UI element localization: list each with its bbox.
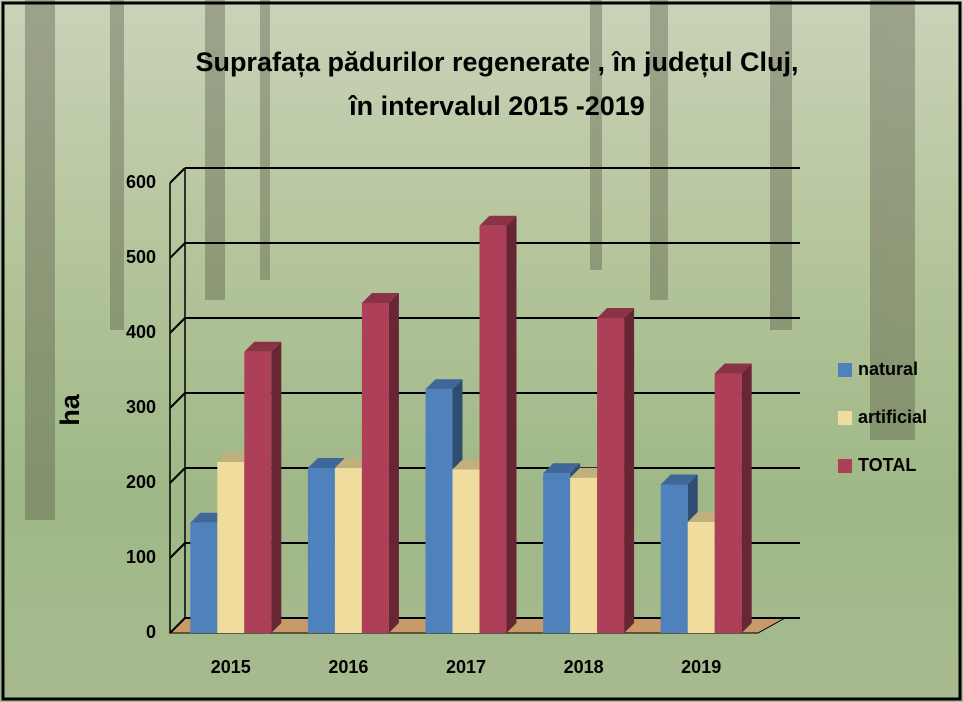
bar-top [479, 215, 517, 226]
grid-line [169, 392, 186, 409]
bar [714, 373, 742, 633]
y-tick-label: 0 [146, 622, 156, 642]
bar [479, 225, 507, 633]
bar-top [714, 363, 752, 374]
y-tick-label: 600 [126, 172, 156, 192]
chart-title: Suprafața pădurilor regenerate , în jude… [195, 47, 798, 77]
bar [452, 469, 480, 633]
legend-swatch [838, 363, 852, 377]
y-tick-label: 100 [126, 547, 156, 567]
legend-label: TOTAL [858, 455, 916, 475]
y-axis-label: ha [55, 393, 85, 425]
grid-line [169, 542, 186, 559]
bar [597, 318, 625, 633]
grid-line [169, 317, 186, 334]
bar-side [741, 363, 752, 633]
legend-label: artificial [858, 407, 927, 427]
bar-top [244, 341, 282, 352]
tree-trunks [25, 0, 915, 520]
x-tick-label: 2018 [564, 657, 604, 677]
bar-top [361, 293, 399, 303]
x-tick-label: 2019 [681, 657, 721, 677]
bar-top [425, 379, 463, 390]
y-tick-label: 400 [126, 322, 156, 342]
bar-side [388, 293, 399, 633]
legend-label: natural [858, 359, 918, 379]
y-tick-label: 300 [126, 397, 156, 417]
bar [334, 468, 362, 633]
bar [244, 351, 272, 633]
bar [570, 477, 598, 633]
chart-title: în intervalul 2015 -2019 [347, 91, 645, 121]
bar-side [624, 308, 635, 633]
legend-swatch [838, 411, 852, 425]
bar [307, 468, 335, 633]
bar-top [307, 458, 345, 468]
bar [217, 462, 245, 633]
bar [425, 389, 453, 633]
legend-swatch [838, 459, 852, 473]
x-tick-label: 2017 [446, 657, 486, 677]
bar [687, 522, 715, 633]
bar-top [597, 308, 635, 318]
y-tick-label: 200 [126, 472, 156, 492]
grid-line [169, 617, 186, 634]
grid-line [169, 467, 186, 484]
grid-line [169, 167, 186, 184]
bar [190, 522, 218, 633]
y-tick-label: 500 [126, 247, 156, 267]
x-tick-label: 2016 [328, 657, 368, 677]
bar [361, 303, 389, 633]
bar [543, 473, 571, 633]
bar-side [271, 341, 282, 633]
bar-top [543, 463, 581, 474]
grid-line [169, 242, 186, 259]
x-tick-label: 2015 [211, 657, 251, 677]
bar-side [506, 215, 517, 633]
bar [660, 484, 688, 633]
bar-top [660, 474, 698, 485]
